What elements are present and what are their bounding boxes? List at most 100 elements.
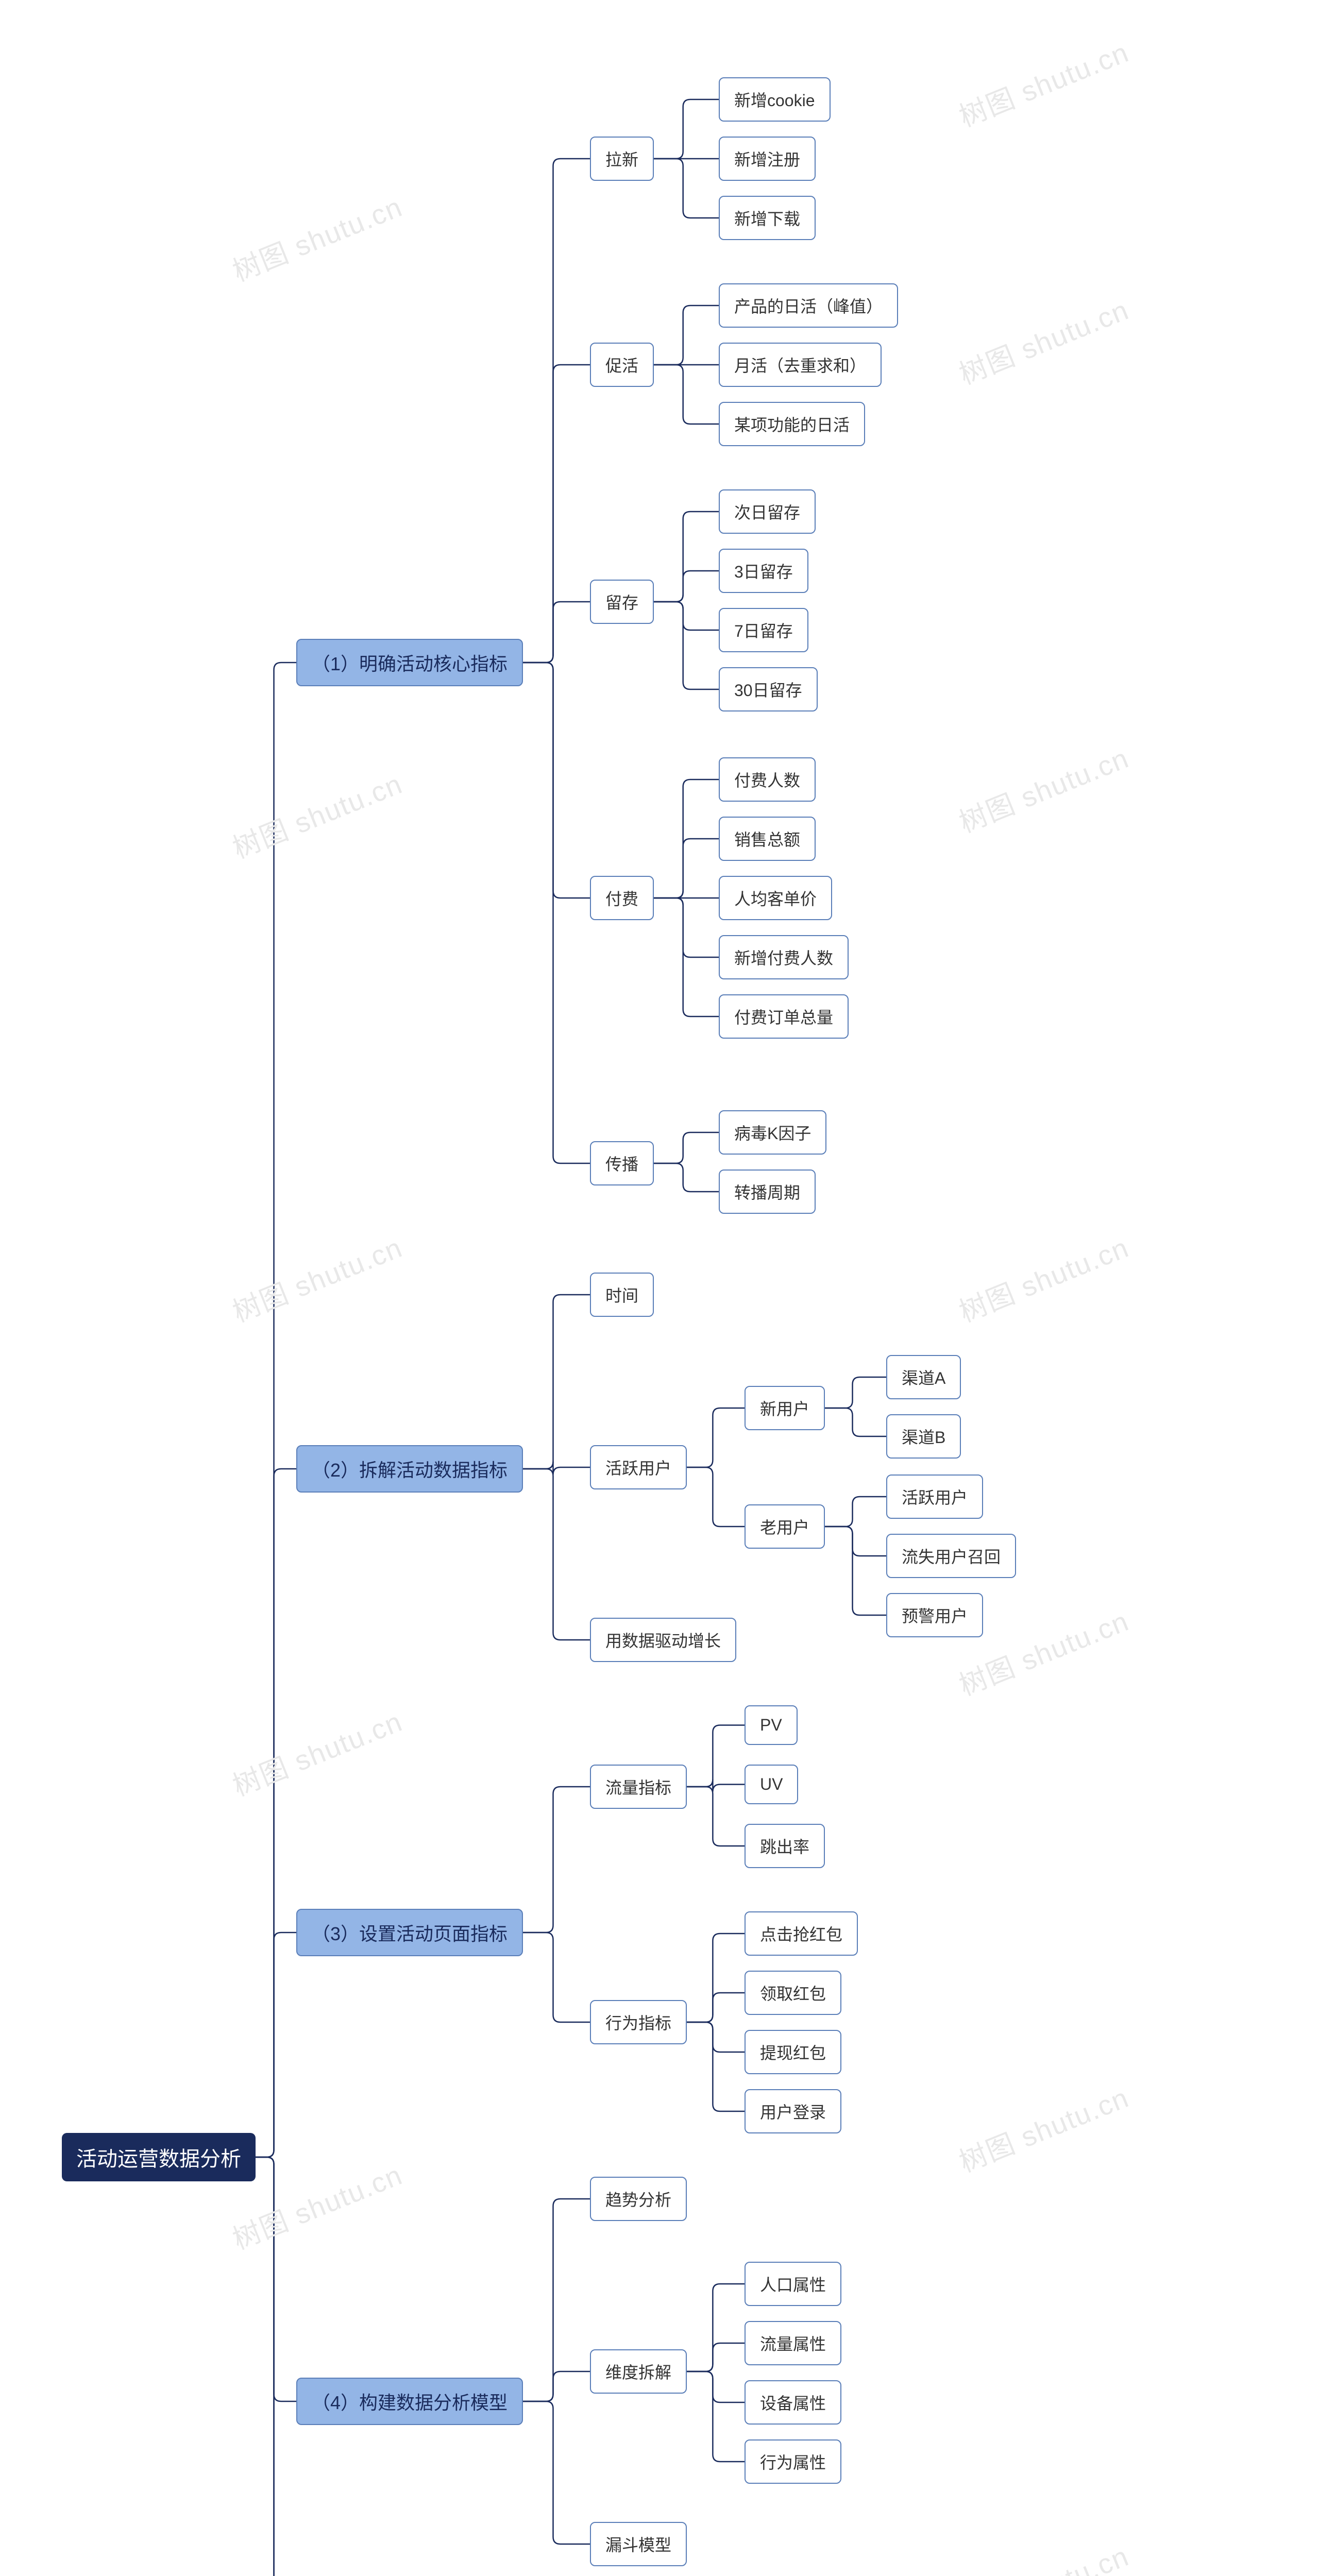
mindmap-node: 新增注册 xyxy=(719,137,816,181)
mindmap-node: 销售总额 xyxy=(719,817,816,861)
mindmap-node: 设备属性 xyxy=(745,2380,841,2425)
connector xyxy=(654,365,719,424)
mindmap-node: （1）明确活动核心指标 xyxy=(296,639,523,686)
mindmap-node: 付费人数 xyxy=(719,757,816,802)
connector xyxy=(523,1469,590,1640)
mindmap-node: 老用户 xyxy=(745,1504,825,1549)
mindmap-node: 30日留存 xyxy=(719,667,818,711)
mindmap-node: 行为指标 xyxy=(590,2000,687,2044)
connector xyxy=(825,1408,886,1436)
mindmap-node: 漏斗模型 xyxy=(590,2522,687,2566)
mindmap-node: 新增付费人数 xyxy=(719,935,849,979)
mindmap-node: 7日留存 xyxy=(719,608,808,652)
mindmap-node: 新用户 xyxy=(745,1386,825,1430)
connector xyxy=(654,306,719,365)
mindmap-node: 流失用户召回 xyxy=(886,1534,1016,1578)
connector xyxy=(523,663,590,898)
connector xyxy=(256,2157,296,2576)
mindmap-node: 渠道B xyxy=(886,1414,961,1459)
mindmap-node: 病毒K因子 xyxy=(719,1110,826,1155)
connector xyxy=(825,1527,886,1615)
mindmap-node: 月活（去重求和） xyxy=(719,343,882,387)
mindmap-node: 活跃用户 xyxy=(590,1445,687,1489)
connector xyxy=(523,2371,590,2401)
connector xyxy=(654,99,719,159)
mindmap-node: （4）构建数据分析模型 xyxy=(296,2378,523,2425)
mindmap-node: 付费订单总量 xyxy=(719,994,849,1039)
mindmap-node: 流量属性 xyxy=(745,2321,841,2365)
mindmap-node: 行为属性 xyxy=(745,2439,841,2484)
mindmap-node: 渠道A xyxy=(886,1355,961,1399)
mindmap-node: 产品的日活（峰值） xyxy=(719,283,898,328)
connector xyxy=(654,571,719,602)
mindmap-node: 跳出率 xyxy=(745,1824,825,1868)
connector xyxy=(523,663,590,1163)
connector xyxy=(654,602,719,689)
connector xyxy=(687,1725,745,1787)
mindmap-node: 活跃用户 xyxy=(886,1475,983,1519)
connector xyxy=(523,1787,590,1933)
mindmap-node: 新增下载 xyxy=(719,196,816,240)
mindmap-node: （2）拆解活动数据指标 xyxy=(296,1445,523,1493)
mindmap-node: 用户登录 xyxy=(745,2089,841,2133)
mindmap-node: PV xyxy=(745,1705,798,1745)
connector xyxy=(523,365,590,663)
mindmap-node: 流量指标 xyxy=(590,1765,687,1809)
connector xyxy=(523,159,590,663)
mindmap-node: 时间 xyxy=(590,1273,654,1317)
mindmap-node: 提现红包 xyxy=(745,2030,841,2074)
mindmap-node: 活动运营数据分析 xyxy=(62,2133,256,2181)
connector xyxy=(654,898,719,957)
connector xyxy=(687,2022,745,2111)
connector xyxy=(687,2371,745,2462)
mindmap-node: 转播周期 xyxy=(719,1170,816,1214)
connector xyxy=(687,2022,745,2052)
connector xyxy=(256,1933,296,2157)
connector xyxy=(687,1780,745,1792)
mindmap-node: 新增cookie xyxy=(719,77,831,122)
mindmap-node: 某项功能的日活 xyxy=(719,402,865,446)
connector xyxy=(687,1408,745,1467)
connector xyxy=(825,1527,886,1556)
connector xyxy=(687,1787,745,1846)
connector xyxy=(825,1497,886,1527)
connector xyxy=(523,602,590,663)
mindmap-node: UV xyxy=(745,1765,798,1804)
connector xyxy=(523,1933,590,2022)
mindmap-node: 付费 xyxy=(590,876,654,920)
mindmap-node: 维度拆解 xyxy=(590,2349,687,2394)
mindmap-node: 人均客单价 xyxy=(719,876,832,920)
connector xyxy=(523,1295,590,1469)
mindmap-node: （3）设置活动页面指标 xyxy=(296,1909,523,1956)
connector xyxy=(687,2284,745,2371)
connector xyxy=(687,1934,745,2022)
connector xyxy=(654,1163,719,1192)
connector xyxy=(654,1132,719,1163)
connector xyxy=(256,1469,296,2157)
connector xyxy=(687,1993,745,2022)
mindmap-node: 留存 xyxy=(590,580,654,624)
mindmap-node: 次日留存 xyxy=(719,489,816,534)
mindmap-node: 拉新 xyxy=(590,137,654,181)
connector xyxy=(654,602,719,630)
connector xyxy=(256,2157,296,2401)
mindmap-node: 人口属性 xyxy=(745,2262,841,2306)
connector xyxy=(654,839,719,898)
mindmap-node: 促活 xyxy=(590,343,654,387)
connector xyxy=(825,1377,886,1408)
connector xyxy=(687,2343,745,2371)
mindmap-node: 传播 xyxy=(590,1141,654,1185)
mindmap-node: 3日留存 xyxy=(719,549,808,593)
connector xyxy=(256,2157,296,2576)
connector xyxy=(687,1467,745,1527)
connector xyxy=(654,159,719,218)
mindmap-node: 领取红包 xyxy=(745,1971,841,2015)
connector xyxy=(523,1462,590,1475)
connector xyxy=(654,512,719,602)
mindmap-node: 用数据驱动增长 xyxy=(590,1618,736,1662)
connector xyxy=(687,2371,745,2402)
mindmap-node: 点击抢红包 xyxy=(745,1911,858,1956)
mindmap-node: 预警用户 xyxy=(886,1593,983,1637)
connector xyxy=(523,2401,590,2544)
mindmap-node: 趋势分析 xyxy=(590,2177,687,2221)
